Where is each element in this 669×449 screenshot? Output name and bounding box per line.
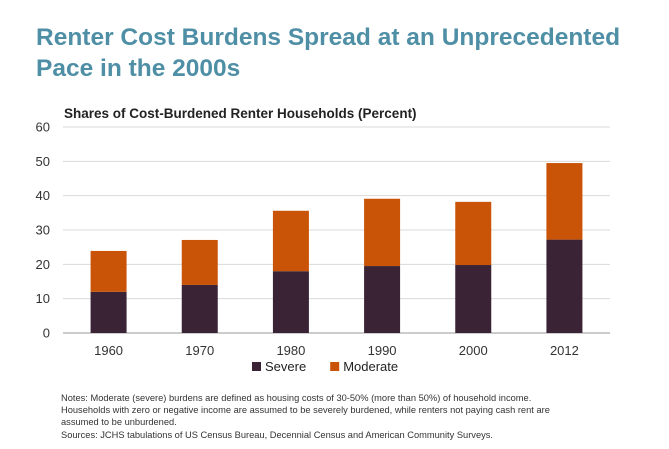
chart-notes: Notes: Moderate (severe) burdens are def… (61, 392, 661, 441)
legend-swatch (252, 362, 261, 371)
x-tick-label: 1990 (368, 343, 397, 358)
legend-label: Moderate (343, 359, 398, 374)
bar-severe (272, 271, 309, 333)
y-tick-label: 60 (36, 120, 50, 135)
y-tick-label: 20 (36, 257, 50, 272)
bar-moderate (546, 163, 583, 240)
source-line: Sources: JCHS tabulations of US Census B… (61, 429, 493, 440)
bar-moderate (90, 250, 127, 292)
note-line: Households with zero or negative income … (61, 405, 550, 416)
bar-chart: 0 10 20 30 40 50 60 1960 1970 1980 1990 2000 2012 Sev… (36, 120, 610, 374)
bar-moderate (272, 210, 309, 272)
x-tick-label: 2012 (550, 343, 579, 358)
y-tick-label: 30 (36, 223, 50, 238)
y-tick-label: 40 (36, 188, 50, 203)
page-title: Renter Cost Burdens Spread at an Unprece… (36, 24, 621, 82)
bar-severe (546, 239, 583, 333)
bar-moderate (364, 198, 401, 267)
note-line: assumed to be unburdened. (61, 417, 177, 428)
x-tick-label: 1970 (185, 343, 214, 358)
bar-severe (90, 291, 127, 333)
x-tick-label: 1960 (94, 343, 123, 358)
bar-moderate (181, 239, 218, 285)
bar-severe (181, 284, 218, 333)
note-line: Notes: Moderate (severe) burdens are def… (61, 393, 532, 403)
bar-severe (364, 266, 401, 333)
bar-moderate (455, 201, 492, 266)
y-tick-label: 10 (36, 291, 50, 306)
legend-label: Severe (265, 359, 306, 374)
x-tick-label: 2000 (459, 343, 488, 358)
chart-title: Shares of Cost-Burdened Renter Household… (64, 106, 417, 121)
y-tick-label: 50 (36, 154, 50, 169)
legend-swatch (330, 362, 340, 371)
x-tick-label: 1980 (276, 343, 305, 358)
bar-severe (455, 265, 492, 333)
y-tick-label: 0 (43, 326, 50, 341)
